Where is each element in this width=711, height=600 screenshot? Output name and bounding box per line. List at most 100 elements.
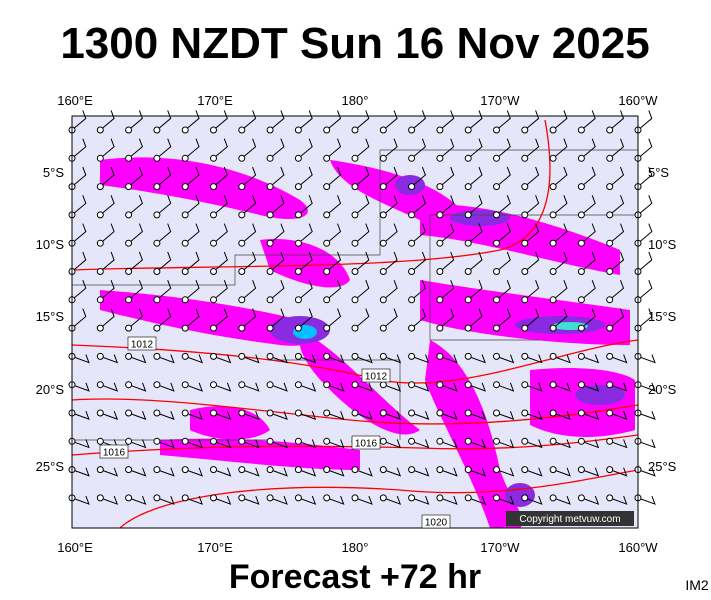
barb (298, 166, 313, 187)
station (153, 268, 161, 275)
barb (496, 354, 515, 364)
barb (609, 410, 628, 420)
barb (439, 410, 458, 420)
barb (524, 138, 540, 159)
station (323, 324, 331, 332)
barb (269, 166, 285, 187)
station (436, 409, 444, 417)
barb (241, 410, 260, 420)
barb (637, 308, 653, 329)
station (493, 154, 500, 162)
barb (524, 382, 543, 392)
barb (156, 410, 175, 420)
station (379, 211, 387, 219)
station (606, 437, 614, 445)
barb (609, 110, 625, 131)
station (521, 211, 529, 219)
station (294, 183, 302, 191)
barb (581, 467, 600, 477)
barb (581, 280, 596, 301)
station (294, 437, 302, 445)
barb (468, 439, 486, 449)
barb (213, 495, 232, 505)
station (238, 352, 246, 360)
barb (99, 308, 115, 329)
barb (552, 467, 571, 477)
isobar-label: 1020 (425, 518, 448, 529)
barb (524, 439, 543, 449)
barb (581, 223, 596, 244)
barb (411, 382, 430, 392)
barb (354, 138, 370, 159)
station (493, 268, 500, 275)
station (153, 183, 161, 191)
barb (411, 410, 430, 420)
station (549, 211, 557, 219)
station (464, 296, 472, 304)
barb (609, 467, 628, 477)
barb (524, 308, 540, 329)
barb (326, 382, 345, 392)
barb (156, 280, 172, 301)
station (493, 466, 500, 474)
barb (100, 495, 119, 505)
barb (609, 251, 625, 272)
station (323, 296, 331, 304)
barb (269, 280, 285, 301)
barb (241, 495, 260, 505)
barb (241, 110, 257, 131)
station (210, 324, 217, 332)
barb (496, 110, 511, 131)
station (464, 352, 472, 360)
station (351, 268, 359, 275)
barb (128, 251, 143, 272)
station (521, 296, 529, 304)
station (379, 268, 387, 275)
barb (184, 166, 200, 187)
barb (467, 280, 483, 301)
lat-label-right: 20°S (648, 382, 677, 397)
lat-label-right: 10°S (648, 237, 677, 252)
barb (411, 354, 430, 364)
station (266, 437, 274, 445)
barb (383, 439, 402, 449)
barb (581, 495, 600, 505)
station (153, 381, 161, 389)
isobar-label: 1016 (103, 448, 126, 459)
station (577, 126, 585, 134)
station (408, 154, 416, 162)
station (181, 154, 189, 162)
barb (439, 138, 455, 159)
barb (100, 467, 119, 477)
station (351, 211, 359, 219)
barb (326, 308, 342, 329)
station (153, 437, 161, 445)
barb (213, 308, 228, 329)
station (577, 324, 585, 332)
station (181, 409, 189, 417)
station (436, 381, 444, 389)
barb (637, 280, 653, 301)
barb (100, 354, 119, 364)
station (493, 437, 500, 445)
station (238, 381, 246, 389)
station (266, 183, 274, 191)
barb (269, 138, 285, 159)
barb (496, 467, 515, 477)
station (464, 211, 472, 219)
station (549, 296, 557, 304)
barb (609, 495, 628, 505)
barb (298, 251, 313, 272)
barb (581, 354, 600, 364)
barb (439, 223, 455, 244)
barb (468, 410, 486, 420)
barb (552, 354, 571, 364)
station (238, 268, 246, 275)
barb (354, 467, 373, 477)
barb (581, 251, 596, 272)
barb (524, 223, 540, 244)
lon-label-bottom: 180° (342, 540, 369, 555)
barb (468, 467, 486, 477)
station (238, 239, 246, 247)
